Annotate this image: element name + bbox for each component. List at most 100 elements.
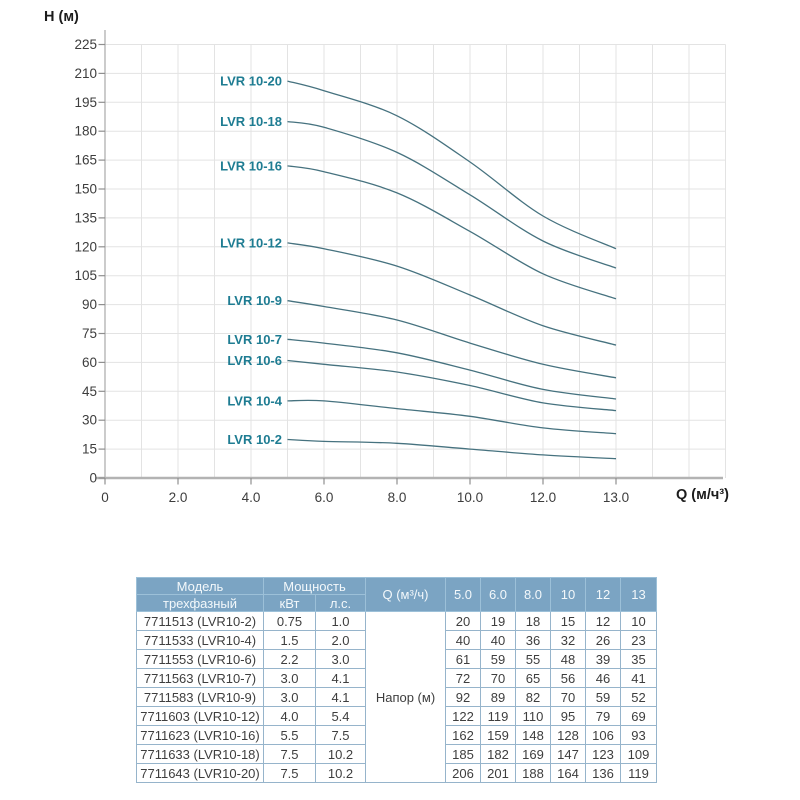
model-cell: 7711553 (LVR10-6) [136,649,264,669]
head-value-cell: 106 [585,725,621,745]
head-value-cell: 41 [620,668,657,688]
head-value-cell: 188 [515,763,551,783]
header-power: Мощность [263,577,366,595]
kw-cell: 4.0 [263,706,316,726]
table-header: Модель Мощность Q (м³/ч) 5.0 6.0 8.0 10 12 13… [136,577,657,612]
head-value-cell: 128 [550,725,586,745]
head-value-cell: 12 [585,611,621,631]
head-value-cell: 59 [585,687,621,707]
y-tick-label: 210 [74,66,97,81]
head-value-cell: 185 [445,744,481,764]
head-value-cell: 72 [445,668,481,688]
head-value-cell: 79 [585,706,621,726]
head-value-cell: 48 [550,649,586,669]
head-value-cell: 15 [550,611,586,631]
head-value-cell: 23 [620,630,657,650]
series-label: LVR 10-9 [227,293,282,308]
series-label: LVR 10-16 [220,158,282,173]
model-cell: 7711623 (LVR10-16) [136,725,264,745]
hp-cell: 4.1 [315,668,366,688]
kw-cell: 1.5 [263,630,316,650]
head-value-cell: 70 [550,687,586,707]
hp-cell: 10.2 [315,763,366,783]
head-label-cell: Напор (м) [365,611,446,783]
head-value-cell: 40 [480,630,516,650]
header-power-hp: л.с. [315,594,366,612]
head-value-cell: 69 [620,706,657,726]
head-value-cell: 52 [620,687,657,707]
hp-cell: 10.2 [315,744,366,764]
table-row: 7711513 (LVR10-2) 0.75 1.0 Напор (м) 20 19 18 1… [136,611,657,783]
table-row: 7711643 (LVR10-20) 7.5 10.2 206 201 188 164 136… [136,763,657,783]
header-flow-10: 10 [550,577,586,612]
head-value-cell: 93 [620,725,657,745]
y-tick-label: 165 [74,153,97,168]
header-flow-5.0: 5.0 [445,577,481,612]
head-value-cell: 169 [515,744,551,764]
model-cell: 7711583 (LVR10-9) [136,687,264,707]
head-value-cell: 123 [585,744,621,764]
head-value-cell: 10 [620,611,657,631]
y-tick-label: 60 [82,355,97,370]
model-cell: 7711643 (LVR10-20) [136,763,264,783]
curve-LVR-10-16 [287,165,617,300]
series-label: LVR 10-20 [220,74,282,89]
head-value-cell: 109 [620,744,657,764]
head-value-cell: 46 [585,668,621,688]
y-tick-label: 75 [82,326,97,341]
chart-section: Н (м) 0 15 30 45 60 75 90 105 120 135 150 165 180 195… [44,9,729,505]
head-value-cell: 159 [480,725,516,745]
x-tick-label: 2.0 [169,490,188,505]
head-value-cell: 122 [445,706,481,726]
curve-LVR-10-4 [287,399,617,435]
y-axis-title: Н (м) [44,9,79,25]
kw-cell: 7.5 [263,763,316,783]
kw-cell: 5.5 [263,725,316,745]
table-row: 7711623 (LVR10-16) 5.5 7.5 162 159 148 128 106 9… [136,725,657,745]
head-value-cell: 32 [550,630,586,650]
series-label: LVR 10-12 [220,235,282,250]
y-tick-label: 15 [82,442,97,457]
curve-LVR-10-2 [287,438,617,460]
header-power-kw: кВт [263,594,316,612]
head-value-cell: 39 [585,649,621,669]
head-value-cell: 162 [445,725,481,745]
spec-table-wrap: Модель Мощность Q (м³/ч) 5.0 6.0 8.0 10 12 13… [136,577,657,783]
model-cell: 7711533 (LVR10-4) [136,630,264,650]
series-label: LVR 10-6 [227,353,282,368]
model-cell: 7711633 (LVR10-18) [136,744,264,764]
series-label: LVR 10-18 [220,114,282,129]
table-row: 7711583 (LVR10-9) 3.0 4.1 92 89 82 70 59 52 [136,687,657,707]
curve-LVR-10-20 [287,80,617,250]
hp-cell: 1.0 [315,611,366,631]
head-value-cell: 206 [445,763,481,783]
curve-LVR-10-12 [287,242,617,346]
series-label: LVR 10-2 [227,432,282,447]
head-value-cell: 110 [515,706,551,726]
model-cell: 7711513 (LVR10-2) [136,611,264,631]
head-value-cell: 70 [480,668,516,688]
hp-cell: 2.0 [315,630,366,650]
series-label: LVR 10-4 [227,393,282,408]
head-value-cell: 18 [515,611,551,631]
x-tick-label: 8.0 [388,490,407,505]
kw-cell: 2.2 [263,649,316,669]
y-tick-label: 195 [74,95,97,110]
hp-cell: 7.5 [315,725,366,745]
table-row: 7711563 (LVR10-7) 3.0 4.1 72 70 65 56 46 41 [136,668,657,688]
y-tick-label: 180 [74,124,97,139]
head-value-cell: 59 [480,649,516,669]
y-tick-label: 30 [82,413,97,428]
head-value-cell: 89 [480,687,516,707]
curve-LVR-10-7 [287,338,617,400]
head-value-cell: 56 [550,668,586,688]
pump-curves-chart: 0 15 30 45 60 75 90 105 120 135 150 165 180 195 210 225… [74,30,726,505]
kw-cell: 0.75 [263,611,316,631]
table-row: 7711603 (LVR10-12) 4.0 5.4 122 119 110 95 79 69 [136,706,657,726]
header-flow-6.0: 6.0 [480,577,516,612]
curve-LVR-10-6 [287,359,617,412]
y-tick-label: 225 [74,37,97,52]
y-tick-label: 0 [89,471,97,486]
table-row: 7711633 (LVR10-18) 7.5 10.2 185 182 169 147 123… [136,744,657,764]
head-value-cell: 148 [515,725,551,745]
